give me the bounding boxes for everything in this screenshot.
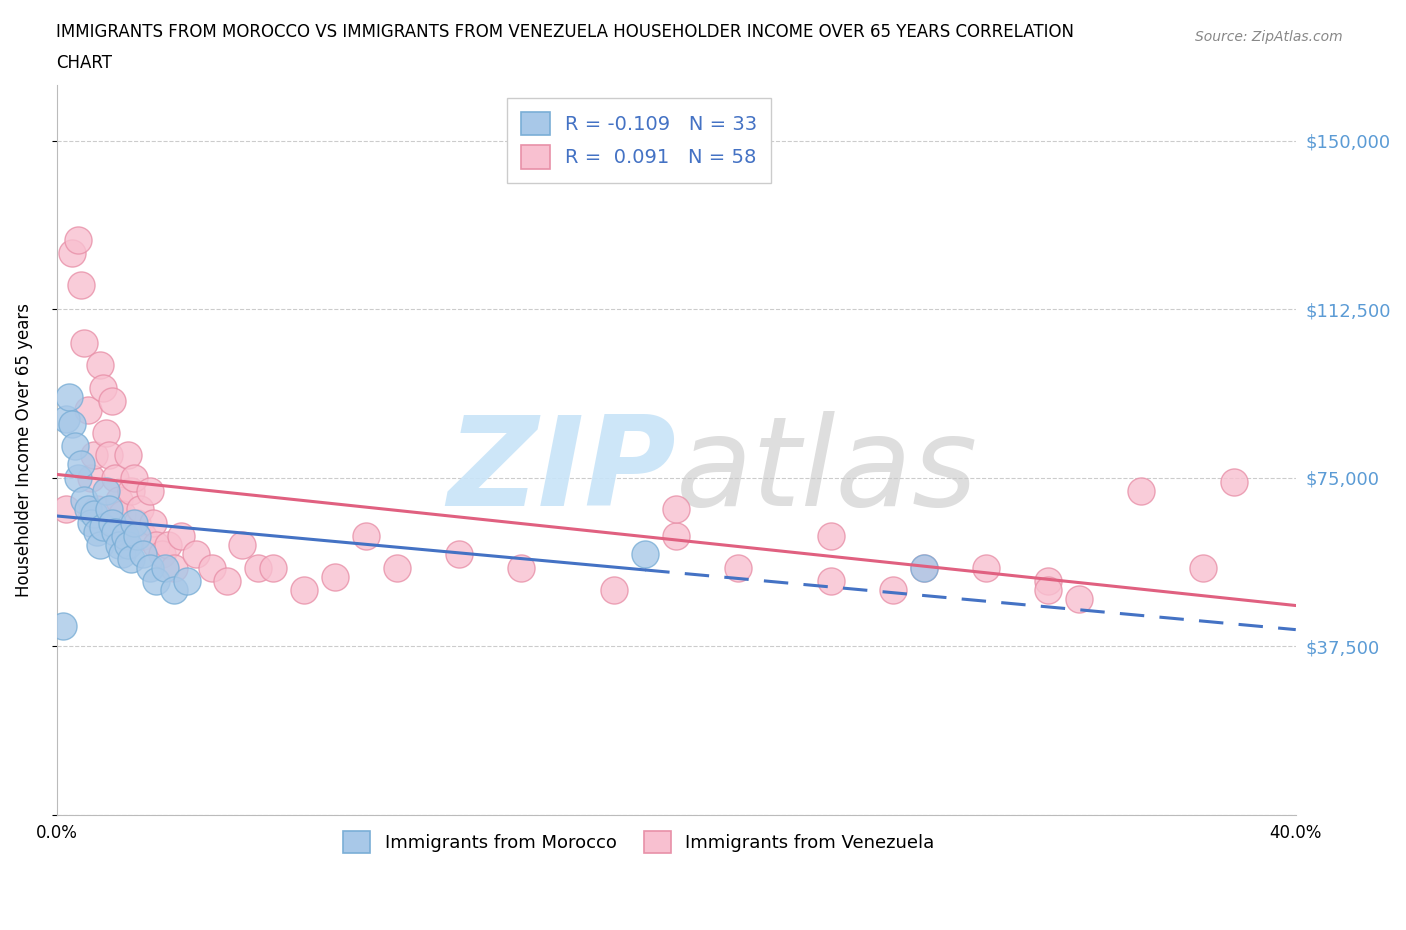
Point bbox=[111, 506, 134, 521]
Point bbox=[603, 582, 626, 597]
Point bbox=[73, 493, 96, 508]
Text: CHART: CHART bbox=[56, 54, 112, 72]
Point bbox=[132, 547, 155, 562]
Point bbox=[80, 515, 103, 530]
Point bbox=[55, 412, 77, 427]
Point bbox=[246, 560, 269, 575]
Point bbox=[163, 582, 186, 597]
Point bbox=[104, 525, 127, 539]
Point bbox=[882, 582, 904, 597]
Point bbox=[86, 501, 108, 516]
Point bbox=[138, 484, 160, 498]
Point bbox=[449, 547, 471, 562]
Point bbox=[1192, 560, 1215, 575]
Legend: Immigrants from Morocco, Immigrants from Venezuela: Immigrants from Morocco, Immigrants from… bbox=[336, 824, 942, 860]
Point bbox=[52, 618, 75, 633]
Point bbox=[122, 515, 145, 530]
Point bbox=[83, 506, 105, 521]
Point bbox=[117, 448, 139, 463]
Point bbox=[820, 528, 842, 543]
Point bbox=[145, 538, 167, 552]
Point bbox=[63, 439, 86, 454]
Point bbox=[1036, 582, 1059, 597]
Point bbox=[80, 471, 103, 485]
Point bbox=[132, 528, 155, 543]
Point bbox=[76, 501, 98, 516]
Y-axis label: Householder Income Over 65 years: Householder Income Over 65 years bbox=[15, 302, 32, 597]
Point bbox=[142, 515, 165, 530]
Point bbox=[153, 560, 176, 575]
Point bbox=[169, 528, 191, 543]
Point bbox=[820, 574, 842, 589]
Point bbox=[111, 547, 134, 562]
Point bbox=[215, 574, 238, 589]
Point bbox=[912, 560, 935, 575]
Point bbox=[91, 520, 114, 535]
Point bbox=[294, 582, 316, 597]
Point bbox=[157, 538, 180, 552]
Point bbox=[1036, 574, 1059, 589]
Point bbox=[262, 560, 284, 575]
Point bbox=[163, 560, 186, 575]
Point bbox=[89, 358, 111, 373]
Point bbox=[727, 560, 749, 575]
Point bbox=[974, 560, 997, 575]
Point bbox=[96, 425, 118, 440]
Point bbox=[1067, 591, 1090, 606]
Point bbox=[120, 551, 142, 566]
Point bbox=[387, 560, 409, 575]
Point bbox=[127, 515, 149, 530]
Point bbox=[107, 493, 129, 508]
Point bbox=[231, 538, 253, 552]
Text: IMMIGRANTS FROM MOROCCO VS IMMIGRANTS FROM VENEZUELA HOUSEHOLDER INCOME OVER 65 : IMMIGRANTS FROM MOROCCO VS IMMIGRANTS FR… bbox=[56, 23, 1074, 41]
Point bbox=[76, 403, 98, 418]
Point bbox=[184, 547, 207, 562]
Point bbox=[83, 448, 105, 463]
Point bbox=[58, 390, 80, 405]
Point bbox=[114, 528, 136, 543]
Point bbox=[114, 528, 136, 543]
Point bbox=[665, 501, 688, 516]
Point bbox=[634, 547, 657, 562]
Point bbox=[101, 394, 124, 409]
Point bbox=[200, 560, 222, 575]
Point bbox=[150, 547, 173, 562]
Point bbox=[91, 380, 114, 395]
Point bbox=[665, 528, 688, 543]
Point bbox=[325, 569, 347, 584]
Point bbox=[67, 232, 90, 247]
Point bbox=[98, 448, 121, 463]
Point bbox=[1223, 474, 1246, 489]
Text: atlas: atlas bbox=[676, 411, 979, 532]
Point bbox=[70, 277, 93, 292]
Point bbox=[86, 525, 108, 539]
Point bbox=[120, 484, 142, 498]
Point bbox=[176, 574, 198, 589]
Point bbox=[138, 560, 160, 575]
Point bbox=[104, 471, 127, 485]
Point bbox=[60, 417, 83, 432]
Point bbox=[129, 501, 152, 516]
Point bbox=[70, 457, 93, 472]
Point bbox=[101, 515, 124, 530]
Text: Source: ZipAtlas.com: Source: ZipAtlas.com bbox=[1195, 30, 1343, 44]
Point bbox=[73, 336, 96, 351]
Point bbox=[98, 501, 121, 516]
Point bbox=[127, 528, 149, 543]
Point bbox=[96, 484, 118, 498]
Point bbox=[1129, 484, 1152, 498]
Point bbox=[145, 574, 167, 589]
Point bbox=[55, 501, 77, 516]
Point bbox=[912, 560, 935, 575]
Point bbox=[89, 538, 111, 552]
Point bbox=[117, 538, 139, 552]
Point bbox=[107, 538, 129, 552]
Point bbox=[60, 246, 83, 260]
Point bbox=[67, 471, 90, 485]
Text: ZIP: ZIP bbox=[447, 411, 676, 532]
Point bbox=[356, 528, 378, 543]
Point bbox=[510, 560, 533, 575]
Point bbox=[122, 471, 145, 485]
